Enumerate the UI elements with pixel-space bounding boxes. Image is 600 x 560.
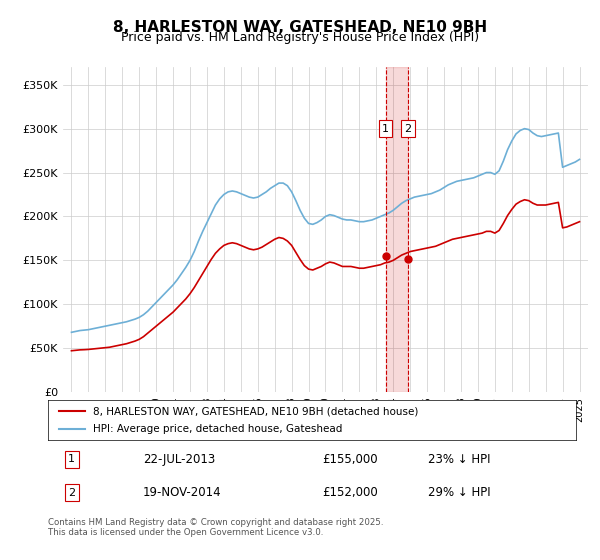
Text: 8, HARLESTON WAY, GATESHEAD, NE10 9BH (detached house): 8, HARLESTON WAY, GATESHEAD, NE10 9BH (d… <box>93 407 418 417</box>
Text: 8, HARLESTON WAY, GATESHEAD, NE10 9BH: 8, HARLESTON WAY, GATESHEAD, NE10 9BH <box>113 20 487 35</box>
Text: 2: 2 <box>68 488 76 498</box>
Text: 1: 1 <box>382 124 389 134</box>
Text: 23% ↓ HPI: 23% ↓ HPI <box>428 452 491 466</box>
Bar <box>386 67 408 392</box>
Text: 22-JUL-2013: 22-JUL-2013 <box>143 452 215 466</box>
Text: Contains HM Land Registry data © Crown copyright and database right 2025.
This d: Contains HM Land Registry data © Crown c… <box>48 518 383 538</box>
Text: HPI: Average price, detached house, Gateshead: HPI: Average price, detached house, Gate… <box>93 423 342 433</box>
Text: Price paid vs. HM Land Registry's House Price Index (HPI): Price paid vs. HM Land Registry's House … <box>121 31 479 44</box>
Text: £152,000: £152,000 <box>323 486 379 500</box>
Text: 19-NOV-2014: 19-NOV-2014 <box>143 486 221 500</box>
Text: 29% ↓ HPI: 29% ↓ HPI <box>428 486 491 500</box>
Text: 1: 1 <box>68 454 75 464</box>
Text: £155,000: £155,000 <box>323 452 378 466</box>
Text: 2: 2 <box>404 124 412 134</box>
